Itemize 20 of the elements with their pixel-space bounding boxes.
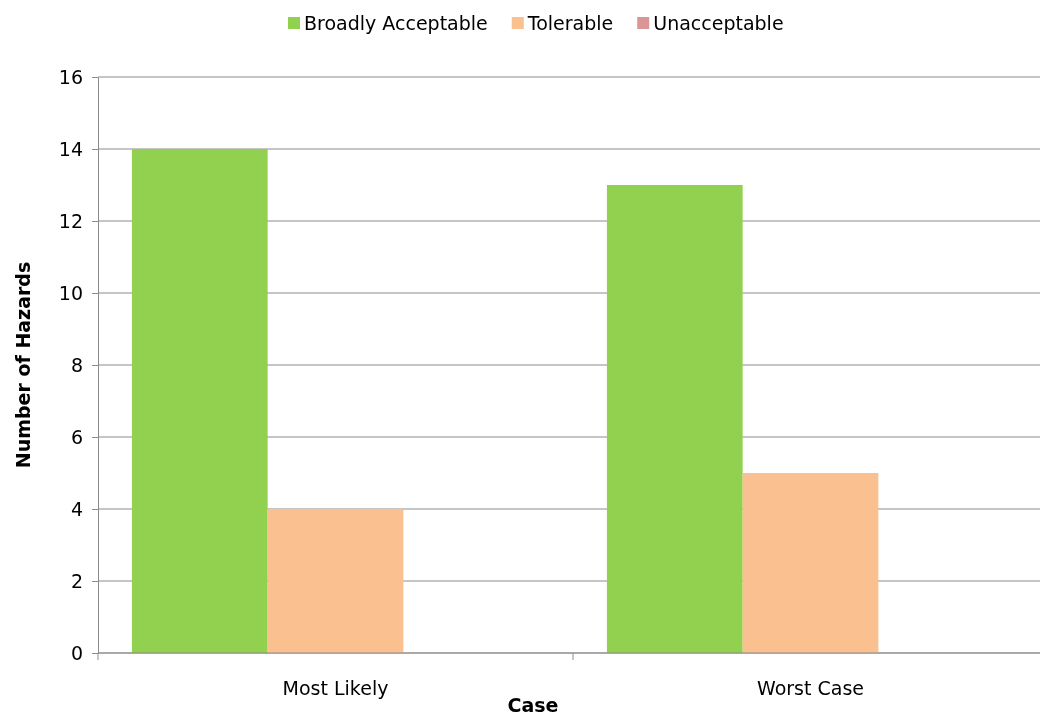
y-tick-label: 0 [70,641,83,664]
y-tick-label: 4 [70,497,83,520]
bar [742,473,879,653]
y-tick-label: 6 [70,425,83,448]
x-tick-label: Most Likely [282,677,389,699]
x-tick-label: Worst Case [757,677,864,699]
x-axis-title: Case [507,694,559,716]
y-tick-label: 12 [58,209,83,232]
legend-label: Tolerable [526,12,614,34]
y-tick-label: 16 [58,65,83,88]
y-tick-label: 2 [70,569,83,592]
bar [267,509,404,653]
bar [606,185,743,653]
y-axis-title: Number of Hazards [12,261,34,469]
bar [131,149,268,653]
legend-label: Unacceptable [653,12,784,34]
y-tick-label: 8 [70,353,83,376]
legend-label: Broadly Acceptable [304,12,488,34]
y-tick-label: 14 [58,137,83,160]
y-tick-label: 10 [58,281,83,304]
